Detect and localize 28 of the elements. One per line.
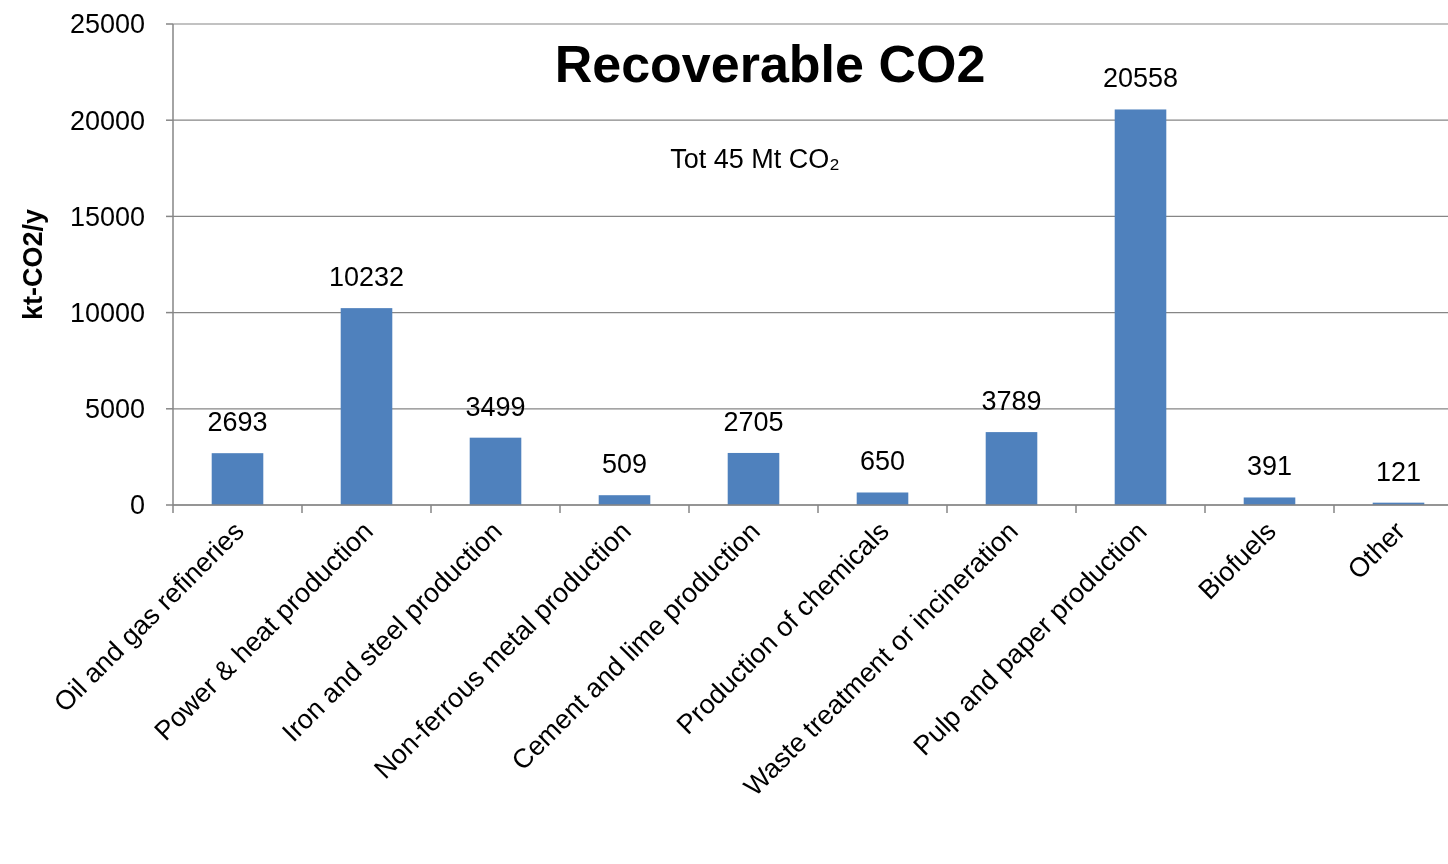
- y-axis-title: kt-CO2/y: [18, 208, 48, 321]
- y-tick-label: 15000: [69, 201, 145, 232]
- bar: [727, 452, 780, 505]
- bar: [211, 453, 264, 505]
- chart-title: Recoverable CO2: [554, 35, 986, 93]
- y-tick-label: 20000: [69, 105, 145, 136]
- bar: [598, 495, 651, 505]
- data-label: 3789: [981, 386, 1042, 417]
- bar: [985, 432, 1038, 505]
- y-tick-label: 25000: [69, 9, 145, 40]
- data-label: 20558: [1102, 63, 1179, 94]
- data-label: 10232: [328, 262, 405, 293]
- data-label: 3499: [465, 391, 526, 422]
- data-label: 2693: [207, 407, 268, 438]
- bar: [856, 492, 909, 505]
- data-label: 2705: [723, 406, 784, 437]
- data-label: 121: [1375, 456, 1422, 487]
- y-tick-label: 10000: [69, 298, 145, 329]
- data-label: 650: [859, 446, 906, 477]
- bar: [1114, 109, 1167, 505]
- data-label: 391: [1246, 451, 1293, 482]
- bar: [469, 437, 522, 505]
- annotation: Tot 45 Mt CO₂: [670, 144, 840, 174]
- y-tick-label: 0: [129, 490, 145, 521]
- y-tick-label: 5000: [84, 394, 145, 425]
- bar: [340, 308, 393, 505]
- bar: [1243, 497, 1296, 505]
- data-label: 509: [601, 449, 648, 480]
